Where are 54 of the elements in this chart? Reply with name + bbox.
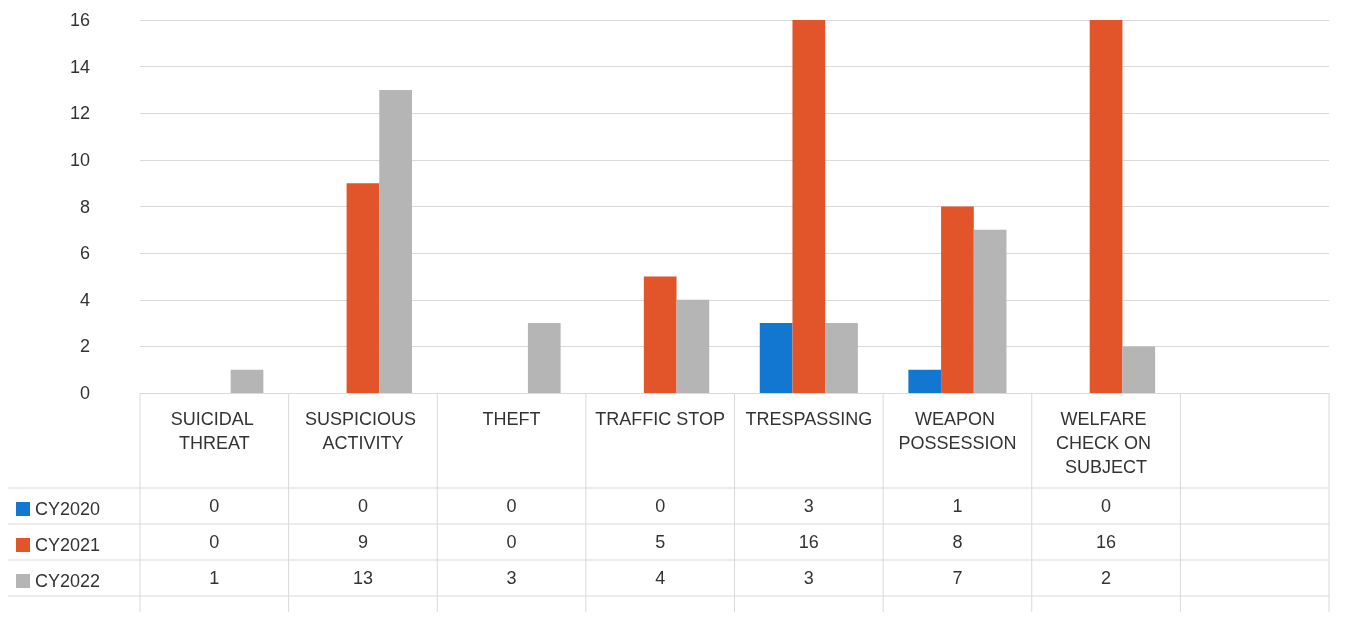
legend-label: CY2021 bbox=[35, 535, 101, 555]
legend-label: CY2022 bbox=[35, 571, 101, 591]
data-label: 9 bbox=[357, 532, 368, 552]
bar bbox=[973, 229, 1007, 393]
y-tick-label: 8 bbox=[79, 196, 90, 217]
bar bbox=[825, 323, 858, 393]
bar bbox=[792, 20, 826, 393]
data-label: 4 bbox=[655, 568, 666, 588]
bar bbox=[1122, 346, 1156, 393]
x-tick-label: SUICIDAL THREAT bbox=[170, 409, 258, 453]
x-tick-label: SUSPICIOUS ACTIVITY bbox=[304, 409, 421, 453]
data-label: 0 bbox=[506, 532, 517, 552]
bar bbox=[759, 323, 793, 393]
bar bbox=[643, 276, 677, 393]
data-label: 0 bbox=[209, 532, 220, 552]
bar bbox=[527, 323, 561, 393]
data-label: 8 bbox=[952, 532, 963, 552]
data-label: 1 bbox=[209, 568, 220, 588]
bar bbox=[1089, 20, 1123, 393]
bar bbox=[941, 206, 974, 393]
data-label: 16 bbox=[798, 532, 819, 552]
y-tick-label: 4 bbox=[79, 289, 90, 310]
data-label: 3 bbox=[803, 568, 814, 588]
data-label: 3 bbox=[506, 568, 517, 588]
bar bbox=[346, 183, 380, 393]
data-label: 5 bbox=[655, 532, 666, 552]
x-tick-label: TRAFFIC STOP bbox=[595, 409, 726, 429]
data-label: 0 bbox=[1101, 496, 1112, 516]
data-label: 0 bbox=[357, 496, 368, 516]
data-label: 13 bbox=[352, 568, 373, 588]
data-label: 0 bbox=[655, 496, 666, 516]
data-label: 3 bbox=[803, 496, 814, 516]
data-label: 2 bbox=[1101, 568, 1112, 588]
legend-label: CY2020 bbox=[35, 499, 101, 519]
data-label: 0 bbox=[209, 496, 220, 516]
x-tick-label: TRESPASSING bbox=[745, 409, 873, 429]
y-tick-label: 6 bbox=[79, 243, 90, 264]
bar bbox=[230, 369, 264, 393]
x-tick-label: WELFARE CHECK ON SUBJECT bbox=[1056, 409, 1157, 477]
data-label: 0 bbox=[506, 496, 517, 516]
y-tick-label: 2 bbox=[79, 336, 90, 357]
y-tick-label: 10 bbox=[69, 149, 90, 170]
y-tick-label: 16 bbox=[69, 10, 90, 30]
y-tick-label: 12 bbox=[69, 103, 90, 124]
bar bbox=[908, 369, 942, 393]
bar bbox=[379, 89, 412, 393]
x-tick-label: THEFT bbox=[482, 409, 541, 429]
x-tick-label: WEAPON POSSESSION bbox=[898, 409, 1017, 453]
y-tick-label: 0 bbox=[79, 383, 90, 403]
y-tick-label: 14 bbox=[69, 56, 90, 77]
data-label: 1 bbox=[952, 496, 963, 516]
data-label: 7 bbox=[952, 568, 963, 588]
data-label: 16 bbox=[1096, 532, 1117, 552]
bar bbox=[676, 299, 710, 393]
